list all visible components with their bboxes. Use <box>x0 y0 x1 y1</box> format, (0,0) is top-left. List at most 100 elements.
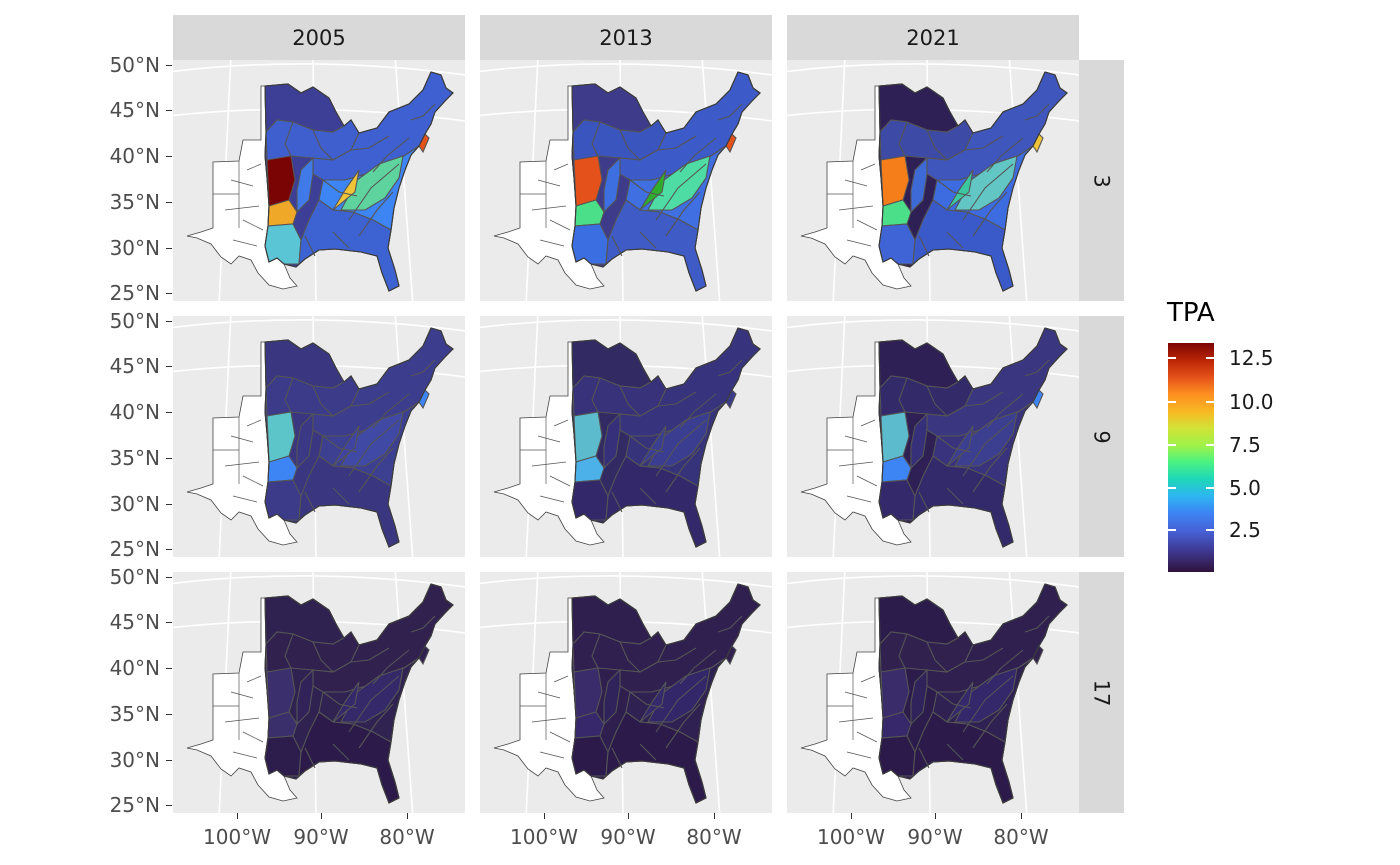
y-tick-mark <box>166 156 172 157</box>
y-tick-label: 45°N <box>109 354 160 378</box>
y-tick-mark <box>166 366 172 367</box>
graticule-line <box>480 319 772 332</box>
eastern-us-outline <box>571 327 761 548</box>
state-boundary <box>242 219 264 231</box>
ecoregion-boundary <box>986 649 1024 685</box>
ecoregion-boundary <box>639 231 657 249</box>
state-boundary <box>539 495 565 503</box>
y-tick-mark <box>166 321 172 322</box>
ecoregion-polygon <box>264 223 302 265</box>
x-tick-mark <box>714 813 715 819</box>
ecoregion-boundary <box>322 179 358 197</box>
ecoregion-boundary <box>679 393 717 429</box>
ecoregion-polygon <box>639 425 667 467</box>
y-tick-label: 30°N <box>109 236 160 260</box>
ecoregion-boundary <box>679 649 717 685</box>
facet-strip-col-3: 2021 <box>787 15 1079 60</box>
eastern-us-outline <box>571 583 761 804</box>
state-boundary <box>553 419 569 427</box>
state-boundary <box>549 475 571 487</box>
ecoregion-polygon <box>296 668 314 726</box>
eastern-us-outline <box>878 583 1068 804</box>
state-boundary <box>246 675 262 683</box>
ecoregion-polygon <box>647 155 711 211</box>
ecoregion-polygon <box>639 681 667 723</box>
graticule-line <box>1008 60 1028 301</box>
state-boundary <box>537 691 561 699</box>
ecoregion-boundary <box>284 121 294 157</box>
eastern-us-outline <box>878 71 1068 292</box>
y-tick-mark <box>166 412 172 413</box>
state-boundary <box>230 435 254 443</box>
legend-label: 10.0 <box>1229 390 1274 414</box>
ecoregion-boundary <box>986 393 1024 429</box>
graticule-line <box>1008 572 1028 813</box>
ecoregion-boundary <box>372 393 410 429</box>
x-tick-mark <box>935 813 936 819</box>
legend-tick-mark <box>1168 401 1176 403</box>
y-tick-mark <box>166 622 172 623</box>
ecoregion-boundary <box>655 419 707 477</box>
ecoregion-polygon <box>571 223 609 265</box>
ecoregion-boundary <box>1024 615 1050 633</box>
ecoregion-boundary <box>372 137 410 173</box>
y-tick-mark <box>166 760 172 761</box>
ecoregion-boundary <box>926 129 948 161</box>
legend-label: 7.5 <box>1229 433 1261 457</box>
map-panel-2005-9 <box>173 316 465 557</box>
ecoregion-boundary <box>898 121 908 157</box>
y-tick-label: 25°N <box>109 793 160 817</box>
ecoregion-boundary <box>348 163 400 221</box>
ecoregion-polygon <box>296 156 314 214</box>
ecoregion-boundary <box>619 129 641 161</box>
ecoregion-boundary <box>350 391 390 407</box>
ecoregion-boundary <box>332 743 350 761</box>
state-boundary <box>232 751 258 759</box>
y-tick-mark <box>166 805 172 806</box>
facet-strip-row-3: 17 <box>1079 572 1124 813</box>
ecoregion-boundary <box>972 191 1008 237</box>
state-boundary <box>531 717 567 723</box>
state-boundary <box>531 461 567 467</box>
eastern-us-outline <box>571 71 761 292</box>
y-tick-mark <box>166 714 172 715</box>
ecoregion-polygon <box>571 735 609 777</box>
state-boundary <box>553 675 569 683</box>
state-boundary <box>856 475 878 487</box>
ecoregion-polygon <box>878 735 916 777</box>
legend-tick-mark <box>1168 487 1176 489</box>
ecoregion-boundary <box>657 391 697 407</box>
ecoregion-polygon <box>910 156 928 214</box>
map-panel-2021-17 <box>787 572 1079 813</box>
state-boundary <box>844 179 868 187</box>
ecoregion-boundary <box>964 647 1004 663</box>
facet-col-label: 2021 <box>906 25 960 50</box>
graticule-line <box>480 575 772 588</box>
state-boundary <box>232 495 258 503</box>
y-tick-label: 50°N <box>109 53 160 77</box>
ecoregion-polygon <box>603 156 621 214</box>
ecoregion-boundary <box>410 615 436 633</box>
legend-tick-mark <box>1168 529 1176 531</box>
state-boundary <box>246 419 262 427</box>
state-boundary <box>846 495 872 503</box>
ecoregion-boundary <box>312 385 334 417</box>
state-boundary <box>224 461 260 467</box>
ecoregion-boundary <box>964 135 1004 151</box>
map-panel-2021-9 <box>787 316 1079 557</box>
legend-tick-mark <box>1206 357 1214 359</box>
ecoregion-boundary <box>986 137 1024 173</box>
ecoregion-boundary <box>657 135 697 151</box>
ecoregion-boundary <box>898 377 908 413</box>
ecoregion-polygon <box>332 681 360 723</box>
state-boundary <box>846 751 872 759</box>
ecoregion-polygon <box>264 479 302 521</box>
state-boundary <box>224 717 260 723</box>
ecoregion-boundary <box>304 491 316 513</box>
state-boundary <box>537 435 561 443</box>
legend-label: 2.5 <box>1229 518 1261 542</box>
state-boundary <box>860 675 876 683</box>
state-boundary <box>856 219 878 231</box>
ecoregion-boundary <box>972 703 1008 749</box>
ecoregion-boundary <box>332 487 350 505</box>
